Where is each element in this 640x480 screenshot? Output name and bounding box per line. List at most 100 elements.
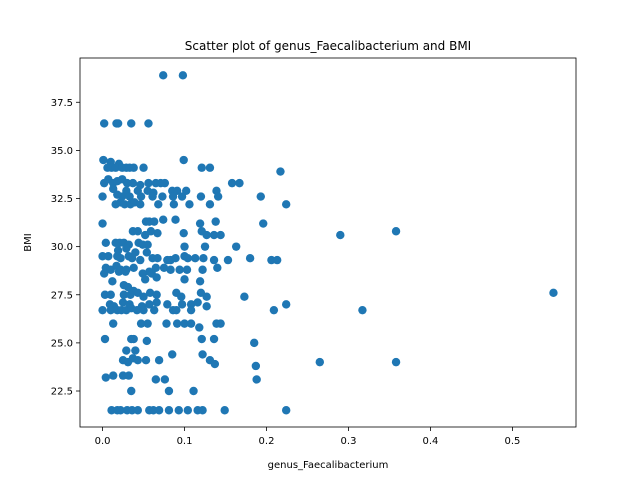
data-point — [98, 219, 107, 228]
data-point — [98, 192, 107, 201]
data-point — [106, 290, 115, 299]
data-point — [142, 248, 152, 257]
data-point — [160, 178, 170, 188]
data-point — [100, 290, 110, 299]
data-point — [153, 228, 162, 238]
data-point — [118, 298, 128, 307]
data-point — [145, 288, 155, 298]
y-tick-label: 25.0 — [51, 338, 73, 349]
data-point — [153, 253, 162, 263]
data-point — [114, 267, 124, 276]
data-point — [136, 319, 146, 328]
data-point — [210, 359, 220, 369]
data-point — [101, 238, 111, 247]
data-point — [180, 275, 189, 284]
data-point — [358, 305, 367, 315]
data-point — [136, 200, 145, 209]
data-point — [205, 200, 215, 209]
data-point — [136, 255, 145, 265]
data-point — [180, 319, 189, 328]
data-point — [216, 319, 225, 328]
data-point — [195, 277, 205, 286]
data-point — [259, 219, 268, 228]
data-point — [171, 253, 180, 263]
data-point — [179, 155, 188, 165]
data-point — [171, 215, 180, 224]
data-point — [151, 375, 161, 384]
data-point — [99, 269, 109, 278]
x-tick-label: 0.5 — [505, 436, 521, 447]
data-point — [183, 253, 193, 263]
data-point — [169, 200, 179, 209]
y-axis-ticks: 22.5 25.0 27.5 30.0 32.5 35.0 37.5 — [51, 98, 80, 398]
data-point — [109, 371, 118, 380]
data-point — [180, 242, 189, 251]
data-point — [186, 319, 196, 328]
data-point — [197, 334, 206, 344]
data-point — [178, 71, 188, 80]
data-point — [98, 305, 107, 315]
data-point — [223, 255, 233, 265]
y-tick-label: 37.5 — [51, 98, 73, 109]
data-point — [133, 227, 142, 236]
data-point — [202, 292, 211, 301]
data-point — [245, 253, 255, 263]
data-point — [198, 265, 207, 274]
data-point — [315, 357, 324, 367]
data-point — [136, 192, 146, 201]
data-point — [143, 319, 152, 328]
data-point — [276, 167, 285, 176]
data-point — [127, 253, 137, 263]
data-point — [152, 273, 161, 282]
data-point — [213, 263, 222, 273]
data-point — [141, 356, 151, 365]
data-point — [183, 406, 193, 415]
data-point — [281, 406, 291, 415]
data-point — [119, 290, 129, 299]
data-point — [195, 323, 204, 332]
data-point — [202, 302, 211, 311]
data-point — [211, 217, 220, 226]
data-point — [391, 357, 401, 367]
data-point — [99, 119, 109, 128]
x-tick-label: 0.3 — [341, 436, 357, 447]
data-point — [256, 192, 265, 201]
data-point — [124, 371, 133, 380]
data-point — [154, 406, 164, 415]
data-point — [118, 371, 128, 380]
data-point — [269, 305, 279, 315]
data-point — [220, 406, 229, 415]
data-point — [152, 290, 161, 299]
data-point — [146, 227, 156, 236]
data-point — [250, 338, 259, 348]
data-point — [197, 163, 206, 172]
data-point — [159, 71, 168, 80]
x-axis-title: genus_Faecalibacterium — [268, 460, 389, 471]
points-layer — [98, 71, 558, 415]
data-point — [139, 305, 148, 315]
data-point — [122, 346, 131, 355]
x-tick-label: 0.0 — [95, 436, 111, 447]
data-point — [198, 350, 207, 359]
data-point — [186, 305, 196, 315]
data-point — [172, 319, 182, 328]
data-point — [160, 375, 170, 384]
data-point — [168, 350, 177, 359]
data-point — [209, 230, 219, 240]
data-point — [267, 255, 276, 265]
data-point — [104, 252, 113, 261]
data-point — [144, 119, 153, 128]
data-point — [127, 406, 137, 415]
data-point — [336, 230, 345, 240]
plot-frame — [79, 57, 577, 428]
y-tick-label: 30.0 — [51, 242, 73, 253]
data-point — [193, 298, 202, 307]
data-point — [186, 300, 196, 309]
data-point — [106, 305, 115, 315]
plot-area — [80, 58, 576, 427]
data-point — [125, 192, 134, 201]
data-point — [150, 217, 159, 226]
data-point — [131, 346, 140, 355]
data-point — [272, 255, 282, 265]
